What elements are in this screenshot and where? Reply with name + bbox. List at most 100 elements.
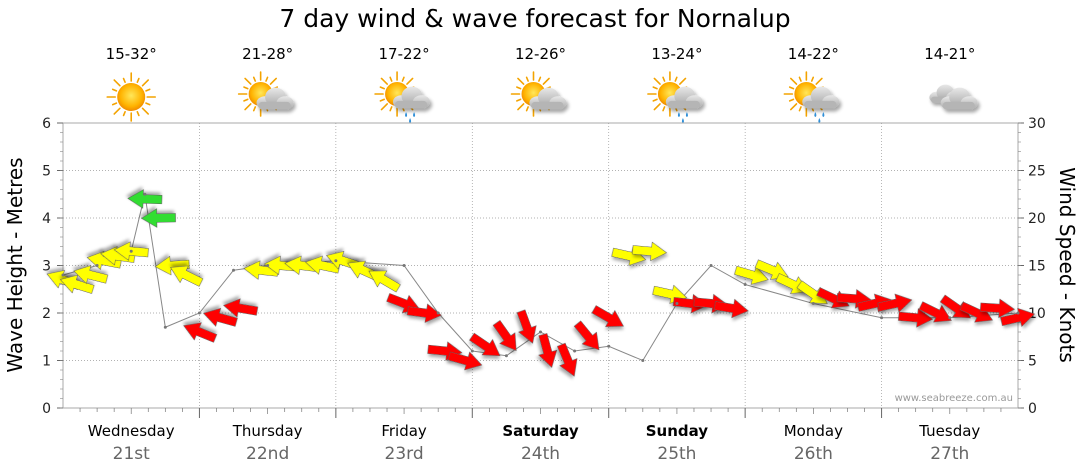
sun-ray [243,98,249,102]
wave-height-point [95,264,99,267]
wind-arrow [939,294,971,319]
partly-cloudy-icon [237,71,294,117]
sun-ray [243,86,249,90]
wave-height-point [675,302,679,305]
sun-ray [113,107,121,115]
rain-drop [822,112,825,117]
wind-arrow [557,342,578,377]
wind-arrow [918,301,952,323]
wind-arrow [469,332,501,357]
wave-height-point [948,316,952,320]
cloud-base [258,101,291,110]
left-axis: 0 1 2 3 4 5 6 [42,116,63,417]
temperature-row: 15-32° 21-28° 17-22° 12-26° 13-24° 14-22° 14-2… [106,45,976,63]
temperature-label: 17-22° [379,45,430,63]
left-tick-label: 5 [42,164,51,180]
rain-drop [409,118,412,123]
wind-arrow [713,298,749,319]
wind-arrow [734,265,769,285]
wave-height-point [197,311,201,315]
sun-ray [136,110,140,117]
wave-height-point [470,349,474,353]
sun-ray [815,77,823,85]
sun-ray [252,76,257,82]
rain-drop [405,112,408,117]
partly-cloudy-icon [510,71,567,117]
sun-ray [380,103,388,111]
wave-height-points [61,192,1020,362]
sun-ray [265,76,269,82]
sun-ray [525,106,529,112]
sun-ray [679,77,687,85]
wind-arrow [898,308,934,328]
sun-ray [122,77,126,84]
wave-height-point [232,268,236,272]
sun-ray [653,77,661,85]
wave-height-point [1016,311,1020,315]
rain-drop [677,112,680,117]
sun-ray [389,76,393,82]
wind-arrow [406,303,442,323]
sun-ray [798,106,802,112]
sun-ray [389,106,393,112]
wave-height-point [163,325,167,329]
day-date-label: 26th [794,444,833,464]
cloud-base [942,101,975,110]
wind-arrow [73,265,109,285]
grid-lines [63,123,1018,408]
left-tick-label: 4 [42,211,51,227]
sun-ray [788,86,795,90]
day-name-label: Wednesday [88,422,175,440]
cloud-shape [940,87,978,110]
wave-height-point [607,344,611,348]
left-tick-label: 6 [42,116,51,132]
day-name-label: Thursday [232,422,303,440]
sun-ray [542,77,550,85]
sun-ray [379,98,385,102]
sun-ray [517,77,525,85]
sun-ray [517,103,525,111]
day-name-label: Saturday [502,422,579,440]
wave-height-point [811,302,815,305]
day-date-label: 22nd [246,444,289,464]
wind-arrow [170,265,204,287]
sun-ray [790,77,798,85]
sun-ray [401,76,405,82]
cloud-shape [529,87,567,110]
right-tick-label: 25 [1028,164,1046,180]
left-tick-label: 1 [42,354,51,370]
sun-ray [111,88,118,92]
showers-icon [374,71,431,123]
sun-ray [244,77,252,85]
wave-height-point [61,273,65,277]
wind-arrow [183,322,218,343]
right-tick-label: 20 [1028,211,1046,227]
wind-arrow [516,309,537,344]
wave-height-point [709,264,713,267]
sun-ray [798,76,802,82]
showers-icon [783,71,840,123]
wave-height-point [743,283,747,286]
cloud-base [394,100,428,109]
right-axis: 0 5 10 15 20 25 30 [1018,116,1046,417]
sun-ray [674,76,678,82]
sun-ray [516,86,522,90]
day-name-label: Monday [784,422,843,440]
wind-arrow [538,333,558,368]
temperature-label: 15-32° [106,45,157,63]
sun-ray [379,86,385,90]
wave-height-point [334,259,338,263]
sun-ray [122,110,126,117]
wind-arrow [447,351,483,371]
wind-arrow [127,189,163,209]
day-date-label: 24th [521,444,560,464]
wind-arrow [203,307,238,327]
left-tick-label: 3 [42,259,51,275]
wind-arrow [492,320,517,352]
sun-ray [252,106,257,112]
cloud-shape [665,86,703,109]
sun-ray [141,107,149,115]
right-tick-label: 15 [1028,259,1046,275]
sun-ray [136,77,140,84]
wind-arrow [877,293,913,313]
